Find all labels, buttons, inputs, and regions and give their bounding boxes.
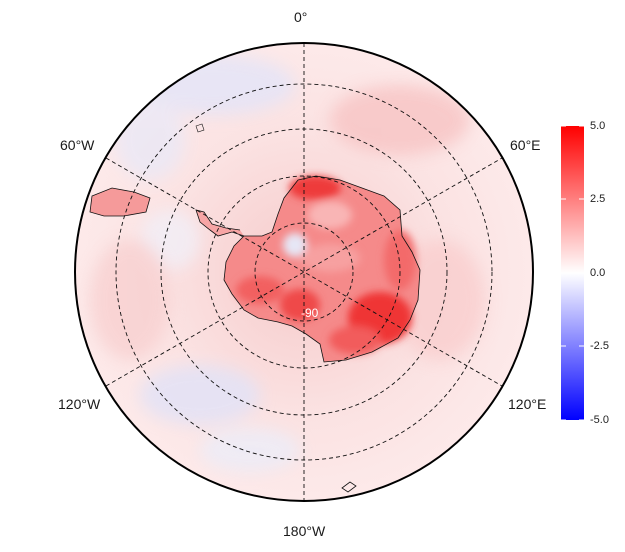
- colorbar-label: -5.0: [590, 414, 609, 426]
- graticule: [105, 43, 503, 501]
- colorbar-label: -2.5: [590, 340, 609, 352]
- lon-label-60w: 60°W: [60, 137, 95, 153]
- colorbar-label: 0.0: [590, 267, 606, 279]
- map-boundary: [74, 42, 534, 502]
- antarctic-peninsula: [195, 209, 245, 237]
- lon-label-60e: 60°E: [510, 137, 541, 153]
- south-america-tip: [89, 187, 151, 217]
- lon-label-120w: 120°W: [58, 396, 101, 412]
- lon-label-120e: 120°E: [508, 396, 547, 412]
- colorbar-label: 5.0: [590, 120, 606, 132]
- colorbar: [561, 126, 584, 420]
- island-outline: [341, 481, 357, 493]
- anomaly-field: [75, 43, 533, 501]
- island-outline: [195, 123, 205, 133]
- colorbar-ticks: [561, 125, 584, 421]
- lon-label-0: 0°: [294, 9, 308, 25]
- lat-label-90: -90: [301, 306, 319, 320]
- lon-label-180w: 180°W: [283, 523, 326, 539]
- colorbar-label: 2.5: [590, 193, 606, 205]
